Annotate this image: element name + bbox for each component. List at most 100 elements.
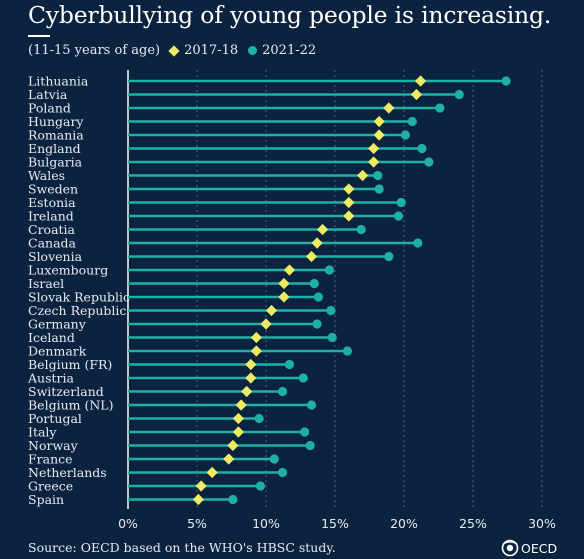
dot-2021-22: [300, 427, 310, 437]
category-label: Greece: [28, 479, 73, 494]
category-label: Romania: [28, 128, 84, 143]
diamond-2017-18: [383, 102, 395, 114]
legend: (11-15 years of age) 2017-18 2021-22: [28, 43, 316, 58]
diamond-2017-18: [357, 169, 369, 182]
diamond-2017-18: [206, 466, 218, 479]
diamond-2017-18: [410, 88, 423, 101]
diamond-2017-18: [250, 331, 262, 344]
category-label: Switzerland: [28, 384, 104, 399]
dot-2021-22: [255, 481, 266, 491]
legend-label-2017: 2017-18: [184, 43, 239, 58]
category-label: Sweden: [28, 182, 78, 197]
category-label: Belgium (NL): [28, 398, 113, 413]
category-label: Luxembourg: [28, 263, 108, 278]
diamond-2017-18: [245, 372, 257, 384]
dot-2021-22: [313, 292, 324, 302]
diamond-2017-18: [265, 304, 278, 317]
legend-item-2021: 2021-22: [248, 43, 316, 58]
category-label: Belgium (FR): [28, 357, 112, 372]
dot-2021-22: [396, 197, 406, 208]
dot-2021-22: [277, 386, 288, 397]
dot-2021-22: [407, 116, 417, 127]
dot-2021-22: [393, 211, 404, 221]
diamond-2017-18: [245, 358, 257, 371]
category-label: Czech Republic: [28, 303, 126, 318]
category-label: Israel: [28, 276, 64, 291]
category-label: Netherlands: [28, 465, 107, 480]
oecd-logo: OECD: [501, 539, 557, 557]
chart-title: Cyberbullying of young people is increas…: [28, 1, 552, 29]
diamond-2017-18: [368, 142, 380, 155]
diamond-2017-18: [227, 439, 239, 452]
dot-2021-22: [413, 238, 423, 248]
category-label: Germany: [28, 317, 87, 332]
diamond-2017-18: [414, 75, 427, 87]
category-label: Bulgaria: [28, 155, 83, 170]
category-label: England: [28, 141, 81, 156]
legend-subtitle: (11-15 years of age): [28, 43, 161, 58]
category-label: Lithuania: [28, 74, 89, 89]
dot-2021-22: [306, 400, 317, 410]
diamond-2017-18: [373, 129, 385, 141]
diamond-2017-18: [316, 223, 329, 236]
dot-2021-22: [277, 467, 288, 478]
x-tick-label: 20%: [390, 516, 418, 531]
category-label: Austria: [27, 371, 74, 386]
diamond-2017-18: [278, 291, 290, 303]
diamond-2017-18: [343, 196, 355, 209]
dot-2021-22: [400, 130, 410, 140]
dot-2021-22: [417, 143, 427, 154]
category-label: Hungary: [28, 114, 84, 129]
diamond-2017-18: [250, 345, 262, 357]
diamond-2017-18: [232, 426, 244, 438]
oecd-logo-icon: [501, 539, 519, 557]
legend-item-2017: 2017-18: [168, 43, 239, 58]
dot-2021-22: [327, 332, 337, 343]
dot-2021-22: [312, 319, 322, 329]
dot-2021-22: [254, 413, 264, 424]
source-note: Source: OECD based on the WHO's HBSC stu…: [28, 540, 336, 555]
diamond-2017-18: [278, 277, 290, 290]
diamond-2017-18: [305, 250, 318, 263]
dot-2021-22: [501, 76, 511, 86]
dot-2021-22: [305, 440, 315, 451]
x-tick-label: 0%: [118, 516, 138, 531]
category-label: Slovenia: [28, 249, 83, 264]
category-label: Ireland: [28, 209, 74, 224]
title-underline: [28, 35, 50, 37]
diamond-2017-18: [368, 156, 380, 168]
dot-2021-22: [342, 346, 353, 356]
category-label: Slovak Republic: [28, 290, 130, 305]
diamond-2017-18: [311, 237, 323, 249]
category-label: Croatia: [28, 222, 76, 237]
diamond-2017-18: [373, 115, 385, 128]
category-label: Poland: [28, 101, 71, 116]
dot-2021-22: [228, 494, 238, 505]
dot-2021-22: [373, 170, 383, 181]
diamond-2017-18: [241, 385, 253, 398]
category-label: Estonia: [28, 195, 76, 210]
category-label: Italy: [28, 425, 57, 440]
category-label: Iceland: [28, 330, 75, 345]
diamond-2017-18: [343, 210, 355, 222]
dot-2021-22: [284, 359, 295, 370]
diamond-2017-18: [235, 399, 247, 411]
dot-2021-22: [374, 184, 384, 194]
category-label: Canada: [28, 236, 77, 251]
legend-label-2021: 2021-22: [262, 43, 317, 58]
dot-2021-22: [298, 373, 308, 383]
diamond-2017-18: [192, 493, 204, 506]
oecd-logo-text: OECD: [521, 540, 558, 556]
category-label: Latvia: [28, 87, 68, 102]
x-tick-label: 15%: [321, 516, 349, 531]
dot-2021-22: [384, 251, 394, 262]
category-label: Wales: [28, 168, 65, 183]
diamond-2017-18: [283, 264, 296, 276]
dot-2021-22: [424, 157, 434, 167]
category-label: Denmark: [28, 344, 87, 359]
dot-2021-22: [435, 103, 445, 113]
dot-2021-22: [269, 454, 279, 464]
diamond-2017-18: [195, 480, 207, 492]
diamond-2017-18: [343, 183, 355, 195]
